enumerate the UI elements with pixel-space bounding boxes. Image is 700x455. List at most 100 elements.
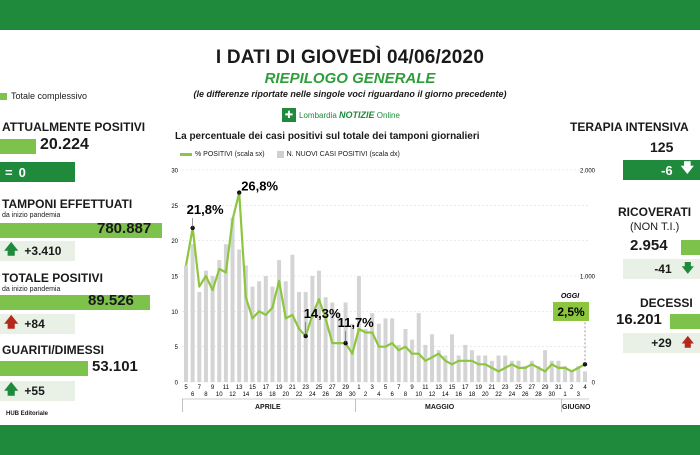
ricoverati-bar [681, 240, 700, 255]
x-tick-label: 2 [570, 385, 574, 391]
ricoverati-value: 2.954 [630, 237, 668, 254]
bar [416, 313, 421, 382]
bar [317, 270, 321, 382]
oggi-box [553, 302, 589, 321]
y-left-tick-label: 5 [175, 345, 179, 351]
credit: HUB Editoriale [6, 411, 49, 417]
x-tick-label: 3 [577, 392, 581, 398]
x-tick-label: 19 [475, 385, 482, 391]
bar [230, 217, 235, 382]
bar [297, 291, 302, 382]
bar [396, 344, 401, 382]
legend-bar-label: N. NUOVI CASI POSITIVI (scala dx) [286, 151, 400, 158]
x-tick-label: 23 [302, 385, 309, 391]
y-right-tick-label: 2.000 [580, 169, 596, 175]
bar [283, 281, 288, 382]
attualmente-bar [0, 139, 36, 154]
chart-title: La percentuale dei casi positivi sul tot… [175, 131, 480, 142]
x-tick-label: 24 [309, 392, 316, 398]
x-tick-label: 26 [322, 392, 329, 398]
month-label-maggio: MAGGIO [425, 404, 455, 411]
bar [483, 355, 488, 382]
tamponi-label: TAMPONI EFFETTUATI [2, 197, 133, 211]
x-tick-label: 2 [364, 392, 368, 398]
ricoverati-label: RICOVERATI [618, 205, 692, 219]
bar [523, 366, 528, 382]
x-tick-label: 26 [522, 392, 529, 398]
bar [257, 281, 262, 382]
month-label-aprile: APRILE [255, 404, 281, 411]
bar [583, 371, 587, 382]
x-tick-label: 1 [357, 385, 361, 391]
totale-bar [0, 295, 150, 310]
x-tick-label: 11 [223, 385, 230, 391]
x-tick-label: 17 [462, 385, 469, 391]
guariti-delta: 🡅 +55 [0, 381, 75, 401]
decessi-bar [670, 314, 700, 329]
chart-legend: % POSITIVI (scala sx) N. NUOVI CASI POSI… [180, 151, 400, 158]
bar [536, 366, 541, 382]
x-tick-label: 11 [422, 385, 429, 391]
y-left-tick-label: 20 [171, 239, 178, 245]
bar [197, 291, 202, 382]
logo-icon: ✚ [282, 108, 296, 122]
x-tick-label: 13 [435, 385, 442, 391]
oggi-value: 2,5% [557, 305, 585, 319]
arrow-up-icon: 🡅 [681, 334, 694, 349]
x-tick-label: 28 [535, 392, 542, 398]
decessi-delta: +29 🡅 [623, 333, 700, 353]
bar [250, 286, 255, 382]
bar [370, 313, 375, 382]
bar [450, 334, 454, 382]
x-tick-label: 25 [515, 385, 522, 391]
x-tick-label: 30 [548, 392, 555, 398]
bar [237, 249, 242, 382]
bar [529, 360, 534, 382]
bar [376, 323, 381, 382]
legend-swatch-icon [0, 92, 7, 100]
terapia-label: TERAPIA INTENSIVA [570, 120, 689, 134]
tamponi-delta: 🡅 +3.410 [0, 241, 75, 261]
x-tick-label: 27 [528, 385, 535, 391]
x-tick-label: 25 [316, 385, 323, 391]
bar [403, 329, 408, 382]
totale-label: TOTALE POSITIVI [2, 271, 103, 285]
attualmente-value: 20.224 [40, 136, 89, 153]
terapia-delta: -6 🡇 [623, 160, 700, 180]
bar [549, 360, 554, 382]
annotation-label: 21,8% [187, 202, 224, 217]
arrow-up-icon: 🡅 [4, 381, 19, 397]
bar [509, 360, 514, 382]
arrow-down-icon: 🡇 [681, 260, 694, 275]
annotation-label: 14,3% [304, 306, 341, 321]
bar [463, 344, 468, 382]
x-tick-label: 14 [243, 392, 250, 398]
bar [290, 254, 295, 382]
x-tick-label: 22 [495, 392, 502, 398]
bar [423, 344, 428, 382]
x-tick-label: 1 [563, 392, 567, 398]
bar [323, 297, 328, 382]
logo: ✚ Lombardia NOTIZIE Online [282, 107, 400, 123]
x-tick-label: 17 [262, 385, 269, 391]
x-tick-label: 7 [397, 385, 401, 391]
y-right-tick-label: 0 [592, 381, 596, 387]
bar [277, 260, 282, 382]
guariti-value: 53.101 [92, 358, 138, 375]
bar [310, 276, 315, 382]
totale-value: 89.526 [88, 292, 134, 309]
x-tick-label: 10 [415, 392, 422, 398]
attualmente-label: ATTUALMENTE POSITIVI [2, 120, 146, 134]
x-tick-label: 21 [289, 385, 296, 391]
x-tick-label: 4 [377, 392, 381, 398]
x-tick-label: 6 [390, 392, 394, 398]
x-tick-label: 15 [249, 385, 256, 391]
bar [270, 286, 275, 382]
x-tick-label: 4 [583, 385, 587, 391]
tamponi-bar [0, 223, 162, 238]
annotation-label: 11,7% [338, 315, 375, 330]
attualmente-delta: = 0 [0, 162, 75, 182]
y-right-tick-label: 1.000 [580, 275, 596, 281]
arrow-up-icon: 🡅 [4, 241, 19, 257]
guariti-bar [0, 361, 88, 376]
